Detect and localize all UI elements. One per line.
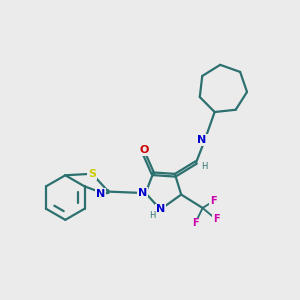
Text: H: H: [149, 212, 155, 220]
Text: N: N: [156, 204, 165, 214]
Text: N: N: [197, 135, 207, 145]
Text: F: F: [213, 214, 219, 224]
Text: N: N: [138, 188, 147, 198]
Text: F: F: [210, 196, 216, 206]
Text: H: H: [201, 161, 208, 170]
Text: F: F: [192, 218, 199, 228]
Text: N: N: [96, 189, 106, 199]
Text: O: O: [140, 145, 149, 155]
Text: S: S: [88, 169, 96, 179]
